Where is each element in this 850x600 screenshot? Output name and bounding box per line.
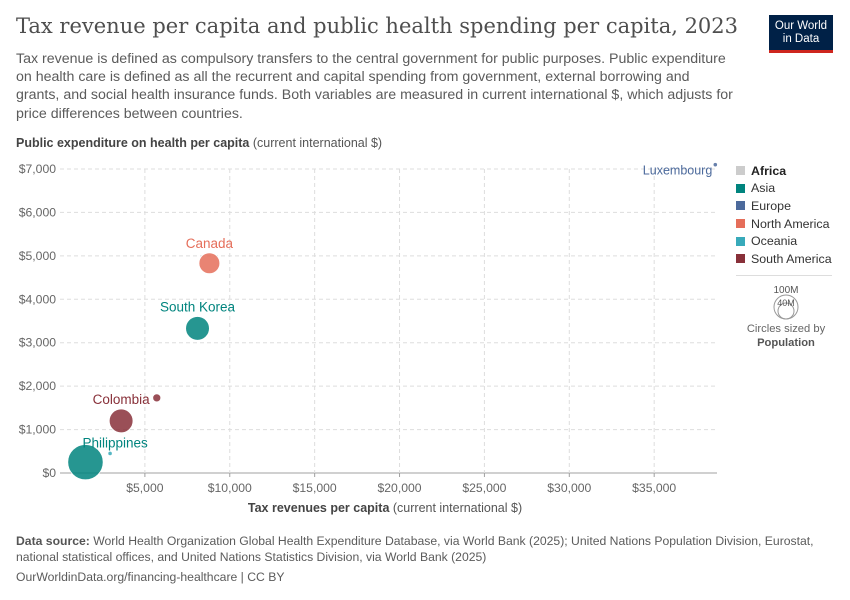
logo-line-1: Our World [774,20,828,32]
point-philippines [67,444,104,481]
legend-label: Europe [751,198,791,213]
x-tick-label: $15,000 [293,481,337,495]
point-labels: Luxembourg Canada South Korea Colombia Phili… [82,164,712,451]
legend-label: Asia [751,181,776,196]
x-tick-label: $35,000 [632,481,676,495]
x-axis-title: Tax revenues per capita (current interna… [0,501,770,515]
size-caption-bold: Population [757,337,815,349]
legend-label: Oceania [751,234,798,249]
chart-title: Tax revenue per capita and public health… [16,14,739,38]
x-tick-label: $25,000 [462,481,506,495]
y-tick-label: $2,000 [19,379,56,393]
y-tick-label: $5,000 [19,249,56,263]
x-tick-label: $10,000 [208,481,252,495]
legend-swatch [736,201,745,211]
x-tick-label: $30,000 [547,481,591,495]
legend-swatch [736,236,745,246]
y-tick-label: $4,000 [19,292,56,306]
size-legend-circles: 100M 40M [773,285,799,320]
y-tick-label: $1,000 [19,423,56,437]
source-label: Data source: [16,534,90,548]
chart-subtitle: Tax revenue is defined as compulsory tra… [16,51,733,122]
legend-swatch [736,254,745,264]
scatter-plot[interactable]: $0 $1,000 $2,000 $3,000 $4,000 $5,000 $6,000 $7… [0,150,730,500]
point-unlabeled [152,393,162,403]
legend-label: Africa [751,163,787,178]
y-tick-label: $7,000 [19,162,56,176]
y-tick-labels: $0 $1,000 $2,000 $3,000 $4,000 $5,000 $6,000 $7… [19,162,56,480]
y-axis-title-bold: Public expenditure on health per capita [16,136,250,150]
y-tick-label: $3,000 [19,336,56,350]
data-points [67,162,718,481]
legend-divider [736,274,832,276]
x-axis-title-bold: Tax revenues per capita [247,501,390,515]
gridlines [60,168,717,477]
point-colombia [108,408,134,434]
x-tick-labels: $5,000 $10,000 $15,000 $20,000 $25,000 $30,00… [126,481,676,495]
point-south-korea [185,316,210,341]
logo-line-2: in Data [782,33,820,45]
point-label-luxembourg: Luxembourg [643,164,713,178]
legend-item-south-america[interactable]: South America [736,250,836,268]
point-label-colombia: Colombia [93,392,151,407]
size-legend-large-label: 100M [773,285,798,296]
legend-item-asia[interactable]: Asia [736,180,836,198]
footer-url[interactable]: OurWorldinData.org/financing-healthcare … [16,570,285,584]
legend-swatch [736,166,745,176]
legend-item-oceania[interactable]: Oceania [736,232,836,250]
source-text: World Health Organization Global Health … [16,534,814,565]
point-label-canada: Canada [186,236,234,251]
size-caption-line: Circles sized by [746,323,826,335]
point-luxembourg [712,162,718,168]
x-tick-label: $20,000 [378,481,422,495]
x-tick-label: $5,000 [126,481,163,495]
y-axis-title: Public expenditure on health per capita … [16,136,382,150]
legend-label: South America [751,251,832,266]
legend-swatch [736,219,745,229]
y-tick-label: $0 [42,466,56,480]
owid-logo[interactable]: Our World in Data [769,15,833,53]
legend-item-europe[interactable]: Europe [736,197,836,215]
size-legend-small-label: 40M [777,298,795,308]
legend-swatch [736,183,745,193]
point-canada [198,252,221,275]
x-axis-unit: (current international $) [389,501,523,515]
legend-item-africa[interactable]: Africa [736,162,836,180]
point-unlabeled [107,450,113,457]
footer-source: Data source: World Health Organization G… [16,533,816,566]
size-legend: 100M 40M Circles sized by Population [742,282,830,350]
color-legend: Africa Asia Europe North America Oceania Sout… [736,162,836,276]
y-axis-unit: (current international $) [249,136,383,150]
y-tick-label: $6,000 [19,205,56,219]
point-label-philippines: Philippines [82,435,148,450]
size-legend-caption: Circles sized by Population [742,322,830,350]
point-label-south-korea: South Korea [160,299,236,314]
legend-label: North America [751,216,830,231]
size-legend-circle-small [777,302,795,320]
legend-item-north-america[interactable]: North America [736,215,836,233]
